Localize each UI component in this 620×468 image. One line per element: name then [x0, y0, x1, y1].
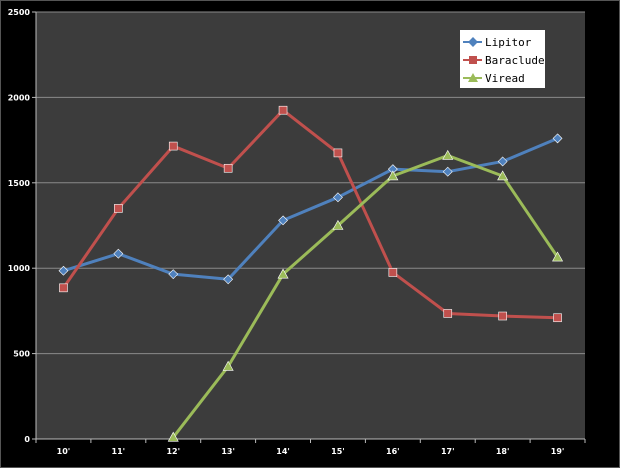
legend-marker-baraclude	[469, 56, 477, 64]
data-point-baraclude	[333, 148, 343, 158]
data-point-lipitor	[113, 248, 124, 259]
data-point-viread	[167, 431, 179, 442]
data-point-lipitor	[333, 192, 343, 203]
x-tick-label: 14'	[276, 447, 290, 456]
data-point-baraclude	[498, 311, 507, 321]
data-point-viread	[442, 149, 454, 160]
x-tick-label: 12'	[166, 447, 180, 456]
x-tick-label: 15'	[331, 447, 345, 456]
legend-item-baraclude: Baraclude	[463, 54, 545, 67]
x-tick-label: 19'	[551, 447, 565, 456]
y-tick-label: 500	[13, 350, 30, 359]
data-point-baraclude	[59, 283, 68, 293]
data-point-baraclude	[168, 141, 178, 151]
x-tick-label: 18'	[496, 447, 510, 456]
x-axis-ticks: 10' 11' 12' 13' 14' 15' 16' 17' 18' 19'	[35, 439, 586, 456]
data-point-baraclude	[553, 313, 562, 323]
x-tick-label: 13'	[221, 447, 235, 456]
data-point-baraclude	[388, 268, 398, 277]
data-point-lipitor	[552, 133, 563, 144]
y-tick-label: 1000	[8, 264, 31, 273]
legend-label-lipitor: Lipitor	[485, 36, 532, 49]
data-point-lipitor	[278, 215, 288, 226]
legend-label-viread: Viread	[485, 72, 525, 85]
y-tick-label: 1500	[8, 179, 31, 188]
data-point-baraclude	[278, 105, 288, 115]
legend-label-baraclude: Baraclude	[485, 54, 545, 67]
data-point-lipitor	[168, 269, 179, 280]
series-viread	[167, 149, 564, 442]
x-tick-label: 11'	[112, 447, 126, 456]
gridlines	[36, 11, 585, 355]
legend-item-viread: Viread	[463, 72, 525, 85]
data-point-lipitor	[442, 166, 453, 177]
series-group	[58, 105, 564, 442]
data-point-baraclude	[114, 204, 123, 213]
legend: Lipitor Baraclude Viread	[460, 30, 545, 88]
y-tick-label: 0	[24, 435, 30, 444]
legend-marker-viread	[468, 73, 478, 82]
data-point-viread	[497, 170, 509, 181]
x-tick-label: 16'	[386, 447, 400, 456]
data-point-viread	[277, 268, 289, 279]
data-point-viread	[387, 170, 399, 181]
data-point-viread	[332, 219, 344, 230]
series-line-baraclude	[62, 108, 558, 320]
x-tick-label: 17'	[441, 447, 455, 456]
series-line-viread	[172, 153, 559, 439]
x-tick-label: 10'	[57, 447, 71, 456]
data-point-viread	[222, 360, 234, 371]
y-axis-ticks: 0 500 1000 1500 2000 2500	[8, 8, 36, 444]
series-baraclude	[59, 105, 562, 323]
data-point-lipitor	[58, 265, 69, 276]
data-point-viread	[552, 251, 564, 262]
data-point-baraclude	[443, 309, 453, 318]
y-tick-label: 2500	[8, 8, 31, 17]
data-point-lipitor	[497, 156, 508, 167]
data-point-baraclude	[223, 163, 233, 173]
y-tick-label: 2000	[8, 93, 31, 102]
data-point-lipitor	[223, 274, 234, 285]
